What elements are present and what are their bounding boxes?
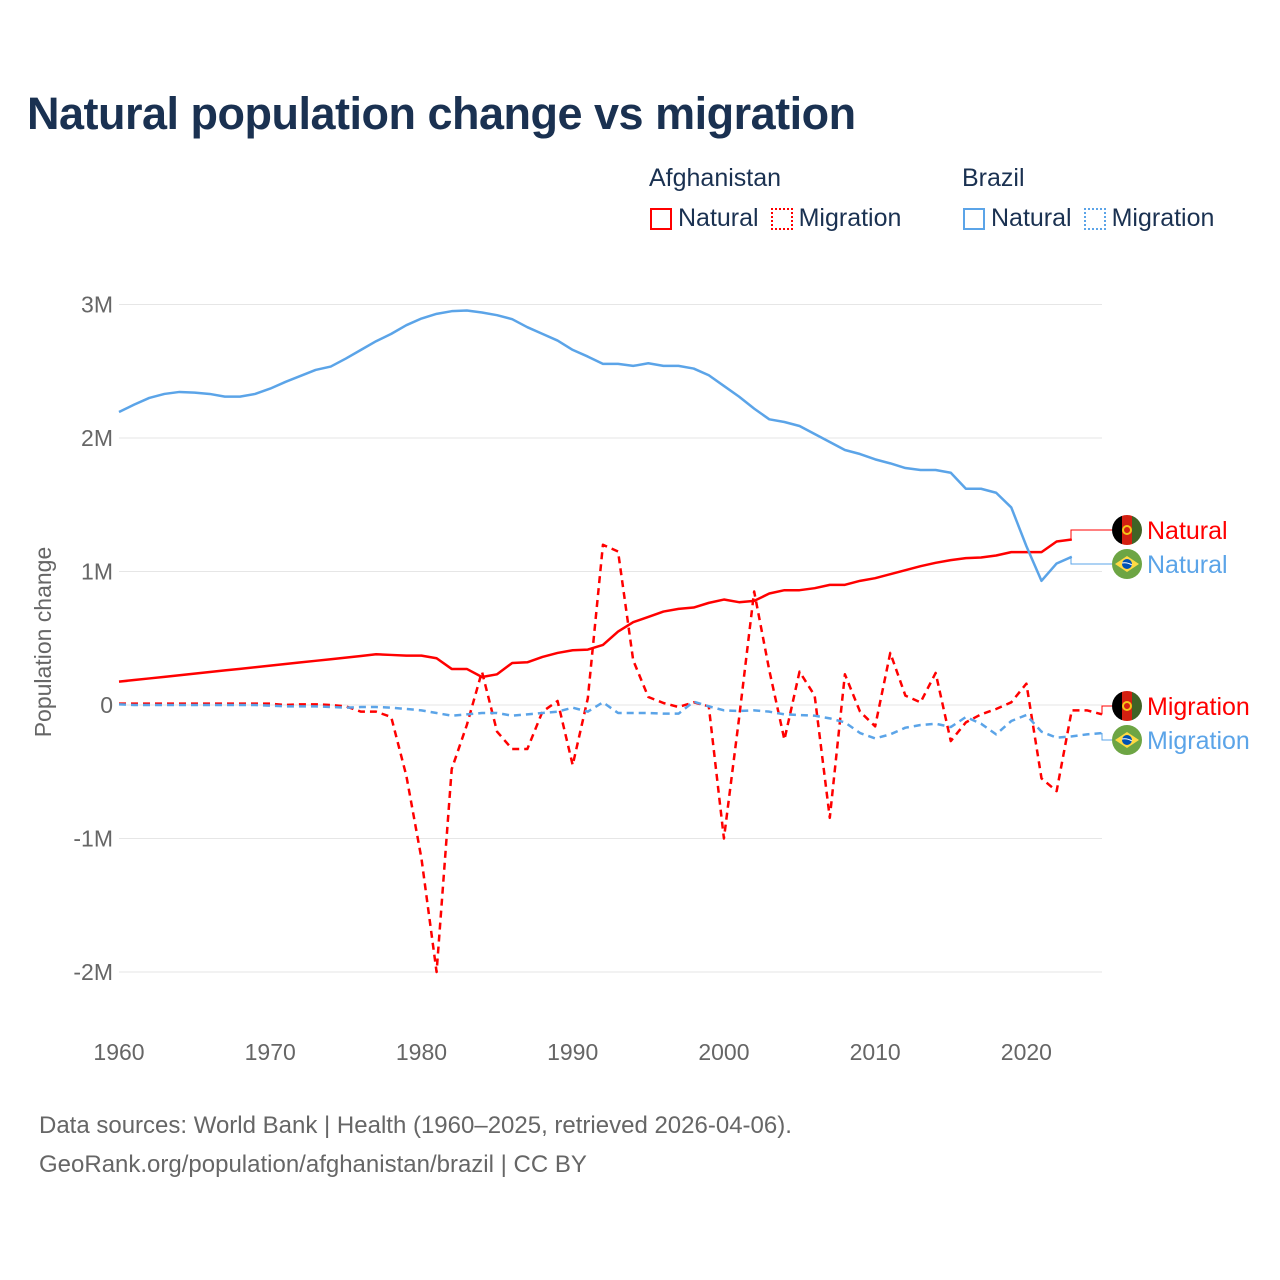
legend-brazil-items: Natural Migration: [963, 204, 1214, 233]
y-tick-label: 0: [100, 692, 113, 718]
x-tick-label: 2000: [698, 1039, 749, 1065]
x-tick-label: 1960: [93, 1039, 144, 1065]
legend-afghanistan-items: Natural Migration: [650, 204, 901, 233]
legend-swatch-dotted-blue: [1083, 207, 1106, 230]
afghanistan-flag-icon: [1112, 691, 1142, 721]
legend-label: Natural: [991, 204, 1072, 232]
legend-swatch-dotted-red: [770, 207, 793, 230]
label-connector: [1070, 556, 1112, 565]
series-line-brazil-migration: [118, 700, 1103, 740]
y-axis-label: Population change: [30, 547, 56, 738]
afghanistan-flag-icon: [1112, 515, 1142, 545]
series-line-afghanistan-natural: [118, 538, 1072, 683]
legend-item-afghanistan-natural[interactable]: Natural: [650, 204, 759, 233]
brazil-flag-icon: [1112, 549, 1142, 579]
x-tick-label: 2020: [1001, 1039, 1052, 1065]
x-tick-label: 1980: [396, 1039, 447, 1065]
footer: Data sources: World Bank | Health (1960–…: [39, 1106, 792, 1184]
y-tick-label: 2M: [81, 425, 113, 451]
legend-swatch-solid-red: [650, 207, 672, 230]
legend-label: Migration: [798, 204, 902, 232]
series-end-label: Migration: [1147, 693, 1250, 721]
series-end-label: Natural: [1147, 517, 1228, 545]
legend-item-brazil-migration[interactable]: Migration: [1083, 204, 1215, 233]
legend-swatch-solid-blue: [963, 207, 985, 230]
label-connector: [1101, 705, 1112, 715]
series-line-afghanistan-migration: [119, 543, 1103, 974]
legend-group-brazil: Brazil: [962, 164, 1025, 192]
attribution-link[interactable]: GeoRank.org/population/afghanistan/brazi…: [39, 1151, 587, 1178]
chart-title: Natural population change vs migration: [27, 88, 856, 139]
legend-group-afghanistan: Afghanistan: [649, 164, 782, 192]
legend-item-afghanistan-migration[interactable]: Migration: [770, 204, 902, 233]
label-connector: [1101, 733, 1112, 741]
x-tick-label: 1990: [547, 1039, 598, 1065]
y-tick-label: 1M: [81, 559, 113, 585]
y-tick-label: -1M: [73, 826, 113, 852]
brazil-flag-icon: [1112, 725, 1142, 755]
series-end-label: Migration: [1147, 727, 1250, 755]
x-tick-label: 2010: [850, 1039, 901, 1065]
x-tick-label: 1970: [245, 1039, 296, 1065]
legend-item-brazil-natural[interactable]: Natural: [963, 204, 1072, 233]
legend-label: Natural: [678, 204, 759, 232]
series-end-label: Natural: [1147, 551, 1228, 579]
y-tick-label: 3M: [81, 292, 113, 318]
series-line-brazil-natural: [118, 309, 1073, 583]
legend-label: Migration: [1111, 204, 1215, 232]
label-connector: [1070, 529, 1112, 540]
y-tick-label: -2M: [73, 959, 113, 985]
data-source-note: Data sources: World Bank | Health (1960–…: [39, 1112, 792, 1139]
